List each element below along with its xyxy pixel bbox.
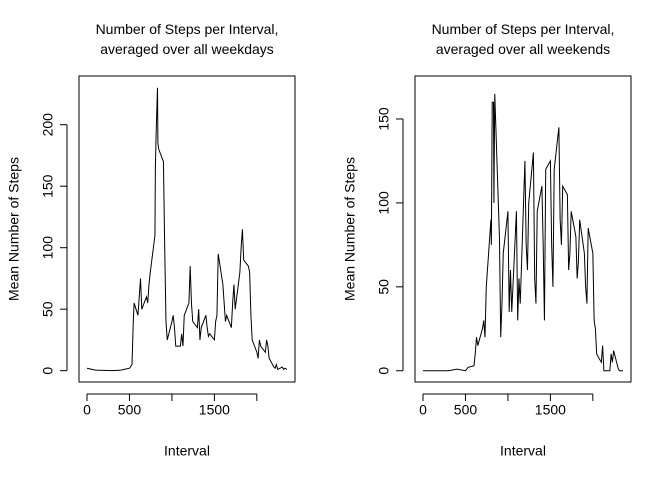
x-tick-label: 1500: [535, 402, 566, 418]
plot-box: [414, 75, 632, 383]
chart-title: Number of Steps per Interval, averaged ov…: [96, 21, 279, 57]
y-tick-label: 200: [40, 113, 56, 137]
x-axis-label: Interval: [164, 443, 210, 459]
x-tick-label: 500: [118, 402, 142, 418]
y-tick-label: 100: [376, 191, 392, 215]
y-tick-label: 50: [40, 301, 56, 317]
y-tick-label: 100: [40, 236, 56, 260]
y-tick-label: 150: [376, 107, 392, 131]
chart-title: Number of Steps per Interval, averaged ov…: [432, 21, 615, 57]
x-tick-label: 0: [419, 402, 427, 418]
y-tick-label: 150: [40, 174, 56, 198]
x-tick-label: 500: [454, 402, 478, 418]
data-line: [86, 87, 288, 372]
y-axis-label: Mean Number of Steps: [342, 157, 358, 301]
y-axis-label: Mean Number of Steps: [6, 157, 22, 301]
y-tick-label: 50: [376, 279, 392, 295]
data-line: [423, 93, 623, 372]
x-tick-label: 1500: [199, 402, 230, 418]
y-tick-label: 0: [376, 367, 392, 375]
x-axis-label: Interval: [500, 443, 546, 459]
plot-box: [78, 75, 296, 383]
x-tick-label: 0: [83, 402, 91, 418]
y-tick-label: 0: [40, 367, 56, 375]
